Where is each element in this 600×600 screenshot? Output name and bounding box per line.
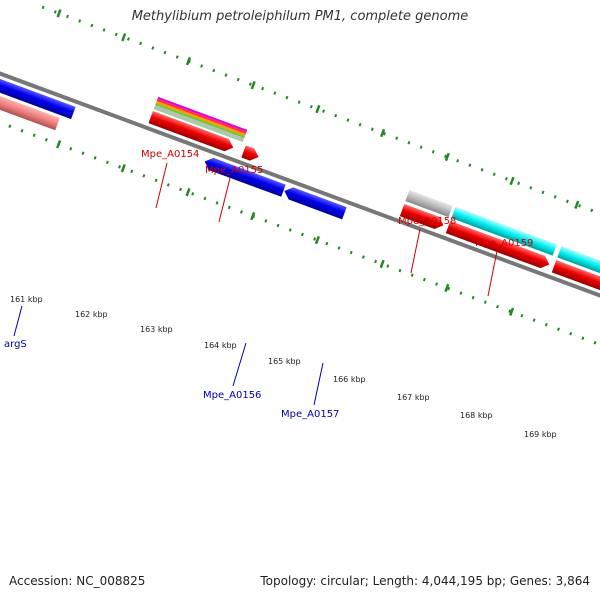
scale-label-167: 167 kbp bbox=[397, 393, 430, 402]
leader-line-a0155 bbox=[218, 177, 231, 223]
scale-labels: 161 kbp 162 kbp 163 kbp 164 kbp 165 kbp … bbox=[10, 295, 557, 439]
gene-label-mpe-a0157[interactable]: Mpe_A0157 bbox=[281, 409, 339, 420]
feature-band-red bbox=[156, 98, 247, 134]
scale-label-164: 164 kbp bbox=[204, 341, 237, 350]
leader-line-a0158 bbox=[410, 228, 421, 274]
map-title: Methylibium petroleiphilum PM1, complete… bbox=[131, 9, 469, 24]
gene-label-mpe-a0154[interactable]: Mpe_A0154 bbox=[141, 149, 199, 160]
feature-grey-block[interactable] bbox=[405, 189, 453, 218]
inner-tick-row bbox=[0, 106, 600, 353]
feature-cyan-block-1[interactable] bbox=[451, 206, 557, 256]
cds-arrow-next[interactable] bbox=[551, 260, 600, 305]
cds-arrow-mpe-a0159[interactable] bbox=[445, 220, 552, 271]
leader-line-args bbox=[13, 305, 23, 337]
rna-feature[interactable] bbox=[0, 80, 60, 131]
scale-label-161: 161 kbp bbox=[10, 295, 43, 304]
cds-arrow-mpe-a0155[interactable] bbox=[241, 145, 261, 163]
scale-label-163: 163 kbp bbox=[140, 325, 173, 334]
scale-label-166: 166 kbp bbox=[333, 375, 366, 384]
reverse-cds-track bbox=[0, 65, 347, 220]
gene-label-mpe-a0158[interactable]: Mpe_A0158 bbox=[398, 216, 456, 227]
gene-label-args[interactable]: argS bbox=[4, 339, 27, 350]
leader-line-a0159 bbox=[487, 250, 498, 297]
feature-band-orange bbox=[155, 101, 246, 137]
outer-major-ticks bbox=[56, 9, 580, 210]
scale-label-165: 165 kbp bbox=[268, 357, 301, 366]
scale-label-168: 168 kbp bbox=[460, 411, 493, 420]
feature-band-magenta bbox=[157, 96, 248, 132]
outer-tick-row bbox=[41, 5, 600, 237]
genome-summary-label: Topology: circular; Length: 4,044,195 bp… bbox=[260, 574, 590, 588]
feature-band-grey bbox=[154, 105, 245, 141]
cds-arrow-mpe-a0156[interactable] bbox=[202, 155, 286, 197]
gene-label-mpe-a0159[interactable]: Mpe_A0159 bbox=[475, 238, 533, 249]
cds-arrow-mpe-a0154[interactable] bbox=[148, 110, 235, 154]
scale-label-162: 162 kbp bbox=[75, 310, 108, 319]
accession-label: Accession: NC_008825 bbox=[9, 574, 146, 588]
inner-major-ticks bbox=[56, 140, 515, 317]
genome-backbone bbox=[0, 55, 600, 317]
scale-label-169: 169 kbp bbox=[524, 430, 557, 439]
multi-feature-stack[interactable] bbox=[153, 96, 248, 143]
cds-block-args[interactable] bbox=[0, 65, 76, 120]
feature-band-lightgreen bbox=[153, 107, 244, 143]
gene-label-mpe-a0155[interactable]: Mpe_A0155 bbox=[205, 165, 263, 176]
feature-cyan-block-2[interactable] bbox=[557, 246, 600, 286]
gene-label-mpe-a0156[interactable]: Mpe_A0156 bbox=[203, 390, 261, 401]
feature-band-green bbox=[155, 103, 246, 139]
leader-line-a0156 bbox=[232, 342, 247, 387]
cds-arrow-mpe-a0157[interactable] bbox=[282, 185, 347, 220]
leader-line-a0154 bbox=[155, 162, 168, 209]
cds-arrow-mpe-a0158a[interactable] bbox=[399, 203, 446, 231]
forward-cds-track bbox=[148, 110, 600, 305]
leader-line-a0157 bbox=[313, 362, 324, 406]
feature-track bbox=[0, 5, 600, 353]
gene-labels: Mpe_A0154 Mpe_A0155 Mpe_A0158 Mpe_A0159 … bbox=[4, 149, 533, 420]
